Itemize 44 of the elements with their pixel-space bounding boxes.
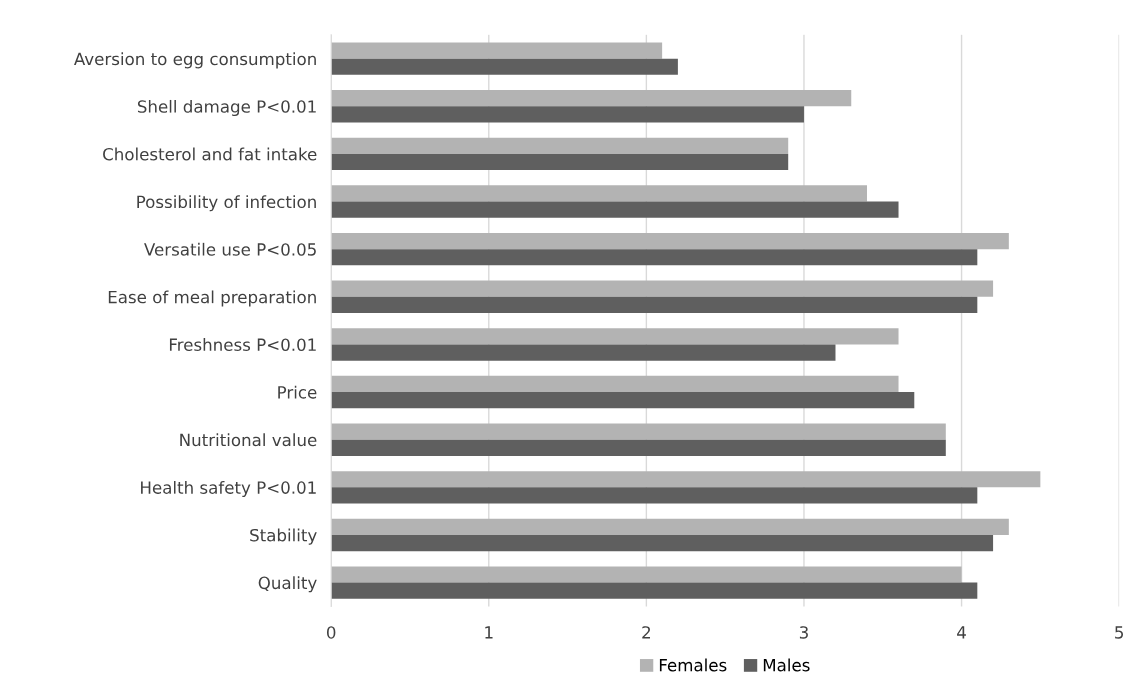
x-tick-label: 4 xyxy=(957,626,966,639)
y-tick-label: Possibility of infection xyxy=(137,195,316,212)
bar xyxy=(331,296,978,313)
x-tick-label: 1 xyxy=(485,626,493,639)
bar xyxy=(331,137,789,154)
y-tick-label: Ease of meal preparation xyxy=(108,290,316,307)
x-tick-label: 5 xyxy=(1115,626,1124,639)
y-tick-label: Price xyxy=(278,385,317,399)
x-tick-label: 2 xyxy=(642,626,650,639)
bar xyxy=(331,471,1041,488)
x-tick-label: 0 xyxy=(326,626,336,639)
bar xyxy=(331,375,899,393)
y-tick-label: Stability xyxy=(250,528,317,545)
bar xyxy=(331,249,978,266)
bar xyxy=(331,582,978,599)
legend-label: Males xyxy=(763,658,810,672)
bar xyxy=(331,185,868,202)
bar xyxy=(331,392,915,409)
y-tick-label: Shell damage P<0.01 xyxy=(137,99,316,117)
y-tick-label: Cholesterol and fat intake xyxy=(103,147,317,161)
x-tick-label: 3 xyxy=(799,626,808,639)
bar xyxy=(331,328,899,345)
bar xyxy=(331,201,899,218)
bar xyxy=(331,518,1009,535)
y-tick-label: Freshness P<0.01 xyxy=(169,338,316,351)
bar xyxy=(331,487,978,504)
y-tick-label: Nutritional value xyxy=(180,433,317,447)
bar xyxy=(331,280,994,297)
bar xyxy=(331,232,1009,250)
y-tick-label: Aversion to egg consumption xyxy=(74,52,316,69)
legend-label: Females xyxy=(659,658,727,672)
bar xyxy=(331,344,836,361)
bar xyxy=(331,534,994,552)
bar xyxy=(331,42,663,59)
y-tick-label: Versatile use P<0.05 xyxy=(144,242,316,256)
bar xyxy=(331,423,946,440)
y-tick-label: Health safety P<0.01 xyxy=(141,480,316,498)
bar xyxy=(331,153,789,171)
bar xyxy=(331,58,678,75)
bar xyxy=(331,90,852,107)
bar xyxy=(331,566,962,583)
bar xyxy=(331,439,946,456)
bar xyxy=(331,106,804,123)
y-tick-label: Quality xyxy=(258,576,317,593)
